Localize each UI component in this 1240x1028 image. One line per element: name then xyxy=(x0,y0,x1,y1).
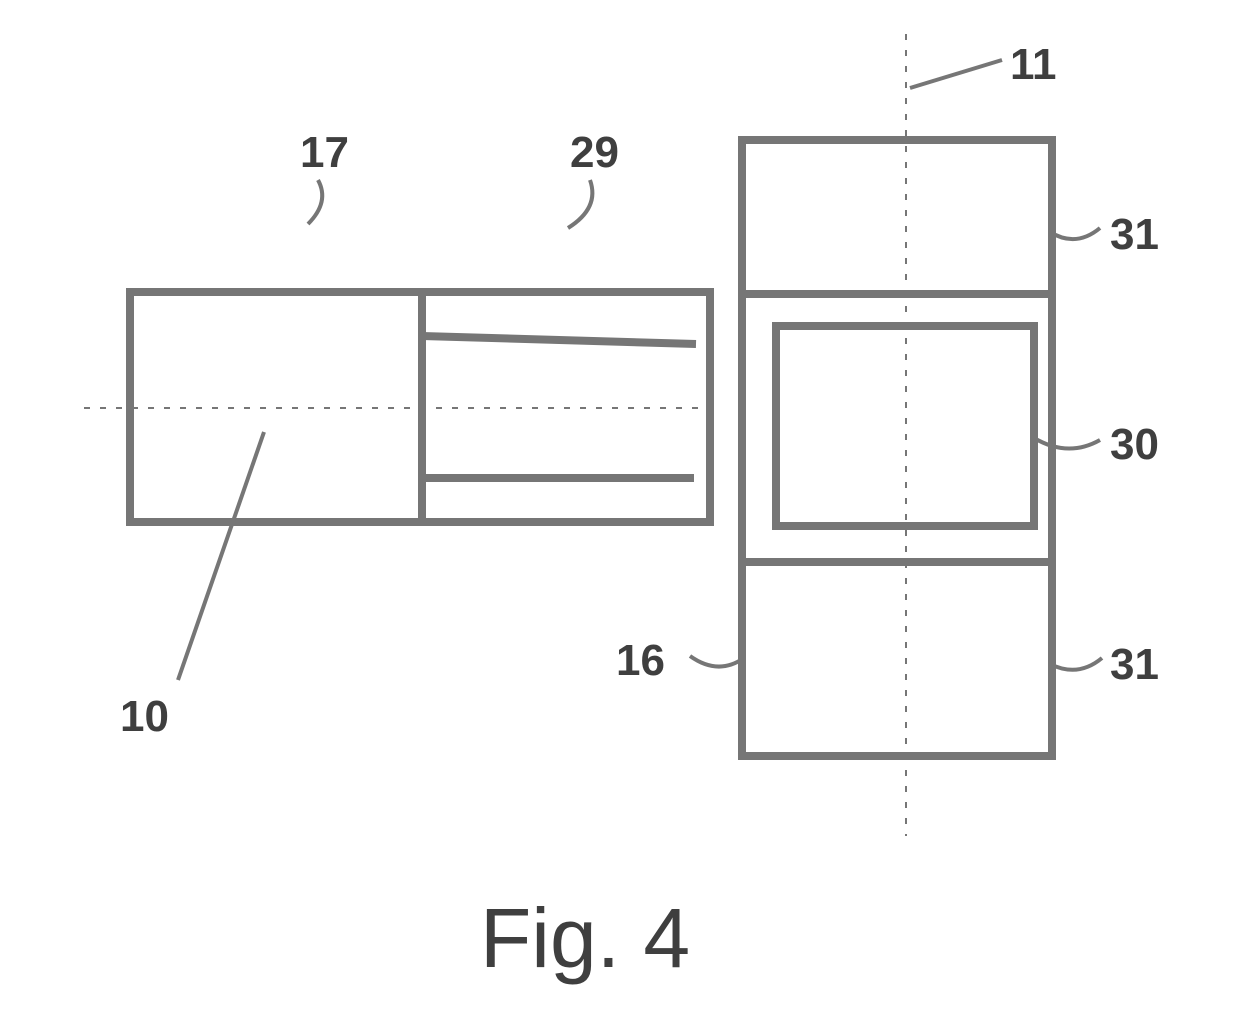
figure-caption: Fig. 4 xyxy=(480,890,690,987)
label-30: 30 xyxy=(1110,420,1159,470)
leader-31a xyxy=(1050,228,1100,239)
label-29: 29 xyxy=(570,128,619,178)
label-31-bottom: 31 xyxy=(1110,640,1159,690)
leader-17 xyxy=(308,180,322,224)
label-16: 16 xyxy=(616,636,665,686)
leader-10 xyxy=(178,432,264,680)
diagram-svg xyxy=(0,0,1240,1028)
groove-top xyxy=(422,336,696,344)
leader-30 xyxy=(1034,438,1100,449)
right-column xyxy=(742,140,1052,756)
label-10: 10 xyxy=(120,692,169,742)
leader-16 xyxy=(690,656,744,667)
leader-31b xyxy=(1050,658,1102,670)
label-31-top: 31 xyxy=(1110,210,1159,260)
leader-11 xyxy=(910,60,1002,88)
label-11: 11 xyxy=(1010,40,1057,90)
leader-29 xyxy=(568,180,592,228)
label-17: 17 xyxy=(300,128,349,178)
